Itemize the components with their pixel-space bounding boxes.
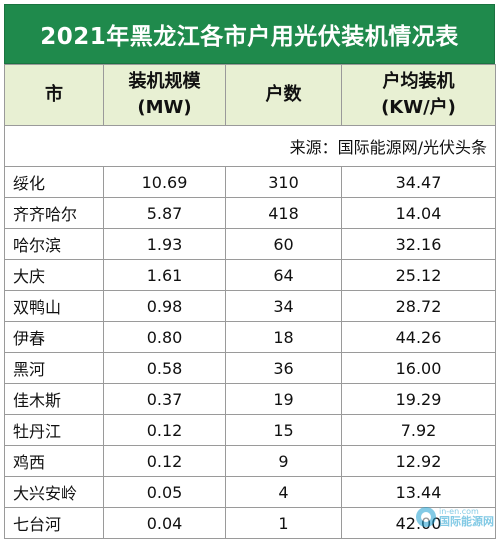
- cell-city: 七台河: [4, 507, 104, 539]
- cell-per-household: 16.00: [341, 352, 496, 384]
- cell-per-household: 7.92: [341, 414, 496, 446]
- cell-capacity: 10.69: [103, 166, 226, 198]
- table-row: 大兴安岭 0.05 4 13.44: [4, 476, 496, 508]
- watermark-text: in-en.com 国际能源网: [439, 506, 494, 528]
- cell-households: 34: [225, 290, 342, 322]
- cell-capacity: 0.80: [103, 321, 226, 353]
- cell-city: 大庆: [4, 259, 104, 291]
- cell-households: 36: [225, 352, 342, 384]
- watermark-name: 国际能源网: [439, 514, 494, 528]
- cell-capacity: 0.98: [103, 290, 226, 322]
- header-per-household-unit: (KW/户): [381, 97, 456, 118]
- cell-capacity: 0.04: [103, 507, 226, 539]
- cell-city: 绥化: [4, 166, 104, 198]
- cell-city: 大兴安岭: [4, 476, 104, 508]
- source-note: 来源：国际能源网/光伏头条: [4, 125, 496, 167]
- cell-households: 1: [225, 507, 342, 539]
- cell-city: 齐齐哈尔: [4, 197, 104, 229]
- cell-city: 双鸭山: [4, 290, 104, 322]
- cell-households: 15: [225, 414, 342, 446]
- table-row: 鸡西 0.12 9 12.92: [4, 445, 496, 477]
- cell-city: 哈尔滨: [4, 228, 104, 260]
- cell-households: 18: [225, 321, 342, 353]
- cell-capacity: 1.93: [103, 228, 226, 260]
- header-city: 市: [4, 64, 104, 126]
- table-row: 伊春 0.80 18 44.26: [4, 321, 496, 353]
- cell-households: 310: [225, 166, 342, 198]
- header-per-household: 户均装机 (KW/户): [341, 64, 496, 126]
- cell-capacity: 0.12: [103, 414, 226, 446]
- source-row: 来源：国际能源网/光伏头条: [4, 125, 496, 167]
- cell-per-household: 19.29: [341, 383, 496, 415]
- cell-city: 伊春: [4, 321, 104, 353]
- cell-city: 鸡西: [4, 445, 104, 477]
- header-capacity-unit: (MW): [137, 97, 192, 118]
- table-row: 哈尔滨 1.93 60 32.16: [4, 228, 496, 260]
- cell-households: 4: [225, 476, 342, 508]
- table-row: 绥化 10.69 310 34.47: [4, 166, 496, 198]
- cell-capacity: 0.05: [103, 476, 226, 508]
- cell-per-household: 32.16: [341, 228, 496, 260]
- header-row: 市 装机规模 (MW) 户数 户均装机 (KW/户): [4, 64, 496, 126]
- table-title: 2021年黑龙江各市户用光伏装机情况表: [4, 4, 495, 64]
- cell-households: 64: [225, 259, 342, 291]
- cell-per-household: 14.04: [341, 197, 496, 229]
- cell-city: 黑河: [4, 352, 104, 384]
- cell-city: 牡丹江: [4, 414, 104, 446]
- cell-per-household: 13.44: [341, 476, 496, 508]
- cell-households: 19: [225, 383, 342, 415]
- cell-capacity: 0.12: [103, 445, 226, 477]
- cell-per-household: 28.72: [341, 290, 496, 322]
- cell-households: 418: [225, 197, 342, 229]
- cell-per-household: 34.47: [341, 166, 496, 198]
- cell-city: 佳木斯: [4, 383, 104, 415]
- header-capacity: 装机规模 (MW): [103, 64, 226, 126]
- table-row: 牡丹江 0.12 15 7.92: [4, 414, 496, 446]
- watermark: in-en.com 国际能源网: [416, 507, 494, 527]
- globe-logo-icon: [416, 507, 436, 527]
- cell-capacity: 0.37: [103, 383, 226, 415]
- cell-households: 60: [225, 228, 342, 260]
- table-row: 双鸭山 0.98 34 28.72: [4, 290, 496, 322]
- table-body: 绥化 10.69 310 34.47 齐齐哈尔 5.87 418 14.04 哈尔滨 1.93 60…: [4, 166, 496, 539]
- table-row: 大庆 1.61 64 25.12: [4, 259, 496, 291]
- photovoltaic-table-sheet: 2021年黑龙江各市户用光伏装机情况表 市 装机规模 (MW) 户数 户均装机 …: [4, 4, 496, 539]
- cell-per-household: 12.92: [341, 445, 496, 477]
- cell-per-household: 25.12: [341, 259, 496, 291]
- table-row: 齐齐哈尔 5.87 418 14.04: [4, 197, 496, 229]
- cell-capacity: 0.58: [103, 352, 226, 384]
- header-capacity-label: 装机规模: [128, 71, 201, 92]
- table-row: 佳木斯 0.37 19 19.29: [4, 383, 496, 415]
- data-table: 市 装机规模 (MW) 户数 户均装机 (KW/户) 来源：国际能源网/光伏头条…: [4, 64, 496, 539]
- watermark-url: in-en.com: [439, 506, 479, 516]
- cell-households: 9: [225, 445, 342, 477]
- cell-per-household: 44.26: [341, 321, 496, 353]
- cell-capacity: 1.61: [103, 259, 226, 291]
- table-row: 黑河 0.58 36 16.00: [4, 352, 496, 384]
- cell-capacity: 5.87: [103, 197, 226, 229]
- header-per-household-label: 户均装机: [382, 71, 455, 92]
- header-households: 户数: [225, 64, 342, 126]
